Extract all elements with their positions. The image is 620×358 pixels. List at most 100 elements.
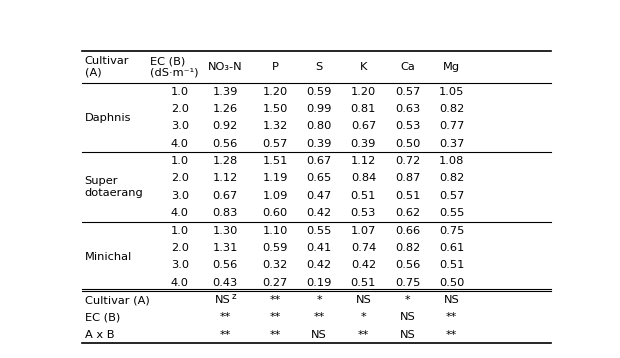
Text: 0.50: 0.50 xyxy=(439,278,464,287)
Text: 0.77: 0.77 xyxy=(439,121,464,131)
Text: Cultivar (A): Cultivar (A) xyxy=(85,295,149,305)
Text: NS: NS xyxy=(400,330,415,340)
Text: 0.75: 0.75 xyxy=(439,226,464,236)
Text: 0.82: 0.82 xyxy=(439,104,464,114)
Text: 2.0: 2.0 xyxy=(171,173,189,183)
Text: Ca: Ca xyxy=(401,62,415,72)
Text: 0.99: 0.99 xyxy=(306,104,332,114)
Text: 1.08: 1.08 xyxy=(439,156,464,166)
Text: 0.82: 0.82 xyxy=(439,173,464,183)
Text: 4.0: 4.0 xyxy=(171,139,189,149)
Text: 0.47: 0.47 xyxy=(306,191,332,201)
Text: Super
dotaerang: Super dotaerang xyxy=(85,176,143,198)
Text: Daphnis: Daphnis xyxy=(85,113,131,123)
Text: 0.42: 0.42 xyxy=(307,208,332,218)
Text: NS: NS xyxy=(355,295,371,305)
Text: 0.67: 0.67 xyxy=(306,156,332,166)
Text: NS: NS xyxy=(311,330,327,340)
Text: 0.37: 0.37 xyxy=(439,139,464,149)
Text: 0.57: 0.57 xyxy=(439,191,464,201)
Text: **: ** xyxy=(446,330,458,340)
Text: 0.51: 0.51 xyxy=(351,191,376,201)
Text: 1.19: 1.19 xyxy=(262,173,288,183)
Text: 0.39: 0.39 xyxy=(351,139,376,149)
Text: 1.07: 1.07 xyxy=(351,226,376,236)
Text: 0.42: 0.42 xyxy=(351,260,376,270)
Text: 1.20: 1.20 xyxy=(262,87,288,97)
Text: 2.0: 2.0 xyxy=(171,104,189,114)
Text: 0.56: 0.56 xyxy=(395,260,420,270)
Text: 0.82: 0.82 xyxy=(395,243,420,253)
Text: NO₃-N: NO₃-N xyxy=(208,62,242,72)
Text: **: ** xyxy=(219,313,231,323)
Text: 0.59: 0.59 xyxy=(262,243,288,253)
Text: 0.19: 0.19 xyxy=(306,278,332,287)
Text: 4.0: 4.0 xyxy=(171,208,189,218)
Text: 0.63: 0.63 xyxy=(395,104,420,114)
Text: 0.53: 0.53 xyxy=(395,121,420,131)
Text: 1.09: 1.09 xyxy=(262,191,288,201)
Text: 0.53: 0.53 xyxy=(351,208,376,218)
Text: 0.55: 0.55 xyxy=(439,208,464,218)
Text: 4.0: 4.0 xyxy=(171,278,189,287)
Text: 0.61: 0.61 xyxy=(439,243,464,253)
Text: NS: NS xyxy=(444,295,459,305)
Text: **: ** xyxy=(219,330,231,340)
Text: 1.31: 1.31 xyxy=(213,243,238,253)
Text: 0.56: 0.56 xyxy=(213,139,238,149)
Text: 1.10: 1.10 xyxy=(262,226,288,236)
Text: 1.20: 1.20 xyxy=(351,87,376,97)
Text: Minichal: Minichal xyxy=(85,252,132,262)
Text: 1.26: 1.26 xyxy=(213,104,238,114)
Text: 0.51: 0.51 xyxy=(395,191,420,201)
Text: 0.42: 0.42 xyxy=(307,260,332,270)
Text: 0.56: 0.56 xyxy=(213,260,238,270)
Text: K: K xyxy=(360,62,367,72)
Text: 0.87: 0.87 xyxy=(395,173,420,183)
Text: EC (B)
(dS·m⁻¹): EC (B) (dS·m⁻¹) xyxy=(149,56,198,78)
Text: NS: NS xyxy=(400,313,415,323)
Text: 0.41: 0.41 xyxy=(306,243,332,253)
Text: 1.39: 1.39 xyxy=(213,87,238,97)
Text: *: * xyxy=(361,313,366,323)
Text: z: z xyxy=(232,292,236,301)
Text: 0.67: 0.67 xyxy=(351,121,376,131)
Text: **: ** xyxy=(314,313,325,323)
Text: **: ** xyxy=(269,313,281,323)
Text: 3.0: 3.0 xyxy=(171,191,189,201)
Text: 0.51: 0.51 xyxy=(439,260,464,270)
Text: 0.72: 0.72 xyxy=(395,156,420,166)
Text: 0.39: 0.39 xyxy=(306,139,332,149)
Text: NS: NS xyxy=(215,295,231,305)
Text: 0.65: 0.65 xyxy=(306,173,332,183)
Text: Cultivar
(A): Cultivar (A) xyxy=(85,56,129,78)
Text: 0.67: 0.67 xyxy=(213,191,238,201)
Text: 1.12: 1.12 xyxy=(351,156,376,166)
Text: 0.74: 0.74 xyxy=(351,243,376,253)
Text: 0.81: 0.81 xyxy=(351,104,376,114)
Text: **: ** xyxy=(358,330,369,340)
Text: 0.66: 0.66 xyxy=(395,226,420,236)
Text: **: ** xyxy=(446,313,458,323)
Text: 0.32: 0.32 xyxy=(262,260,288,270)
Text: 0.62: 0.62 xyxy=(395,208,420,218)
Text: 3.0: 3.0 xyxy=(171,121,189,131)
Text: 1.30: 1.30 xyxy=(213,226,238,236)
Text: 0.51: 0.51 xyxy=(351,278,376,287)
Text: 0.60: 0.60 xyxy=(262,208,288,218)
Text: 0.43: 0.43 xyxy=(213,278,238,287)
Text: **: ** xyxy=(269,295,281,305)
Text: 0.83: 0.83 xyxy=(213,208,238,218)
Text: 1.32: 1.32 xyxy=(262,121,288,131)
Text: 0.55: 0.55 xyxy=(306,226,332,236)
Text: 0.59: 0.59 xyxy=(306,87,332,97)
Text: 0.84: 0.84 xyxy=(351,173,376,183)
Text: 0.92: 0.92 xyxy=(213,121,238,131)
Text: 1.0: 1.0 xyxy=(171,156,189,166)
Text: A x B: A x B xyxy=(85,330,114,340)
Text: 0.50: 0.50 xyxy=(395,139,420,149)
Text: 1.50: 1.50 xyxy=(262,104,288,114)
Text: 1.0: 1.0 xyxy=(171,87,189,97)
Text: 1.05: 1.05 xyxy=(439,87,464,97)
Text: 3.0: 3.0 xyxy=(171,260,189,270)
